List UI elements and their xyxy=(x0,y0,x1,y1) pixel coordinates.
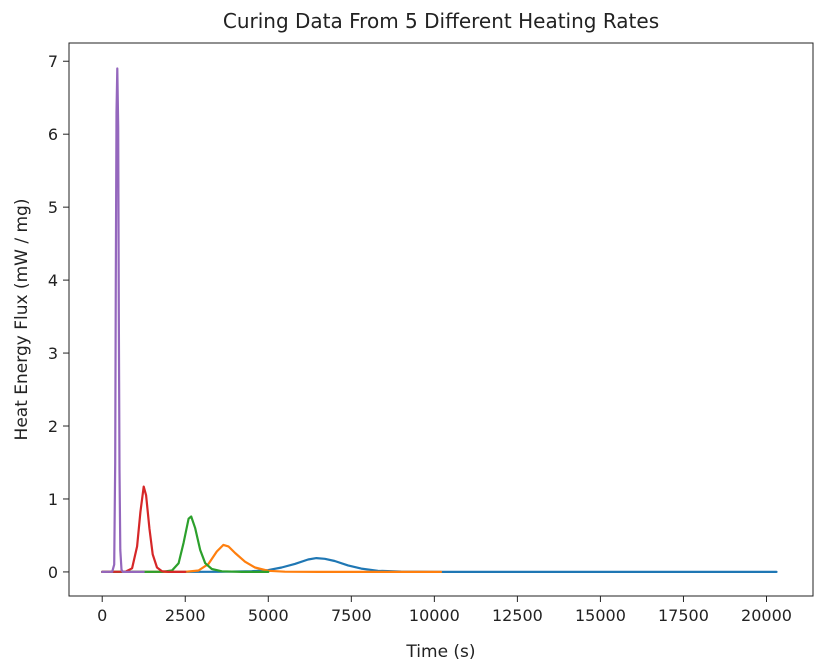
y-tick-label: 7 xyxy=(48,52,58,71)
series-layer xyxy=(101,67,778,573)
y-tick-label: 1 xyxy=(48,490,58,509)
y-tick-label: 3 xyxy=(48,344,58,363)
series-line-4 xyxy=(101,485,187,573)
series-line-3 xyxy=(101,515,270,573)
x-tick-label: 10000 xyxy=(409,606,460,625)
x-tick-label: 17500 xyxy=(658,606,709,625)
plot-frame xyxy=(68,42,814,597)
x-tick-label: 2500 xyxy=(165,606,206,625)
series-line-5 xyxy=(101,67,145,573)
x-axis-label: Time (s) xyxy=(405,642,475,662)
y-tick-label: 6 xyxy=(48,125,58,144)
x-tick-label: 15000 xyxy=(575,606,626,625)
y-axis-label: Heat Energy Flux (mW / mg) xyxy=(12,199,32,441)
x-tick-label: 7500 xyxy=(331,606,372,625)
x-ticks: 0 2500 5000 7500 10000 12500 15000 17500 20000 xyxy=(97,596,792,625)
y-tick-label: 5 xyxy=(48,198,58,217)
chart-title: Curing Data From 5 Different Heating Rat… xyxy=(223,9,659,33)
y-tick-label: 2 xyxy=(48,417,58,436)
y-tick-label: 4 xyxy=(48,271,58,290)
x-tick-label: 0 xyxy=(97,606,107,625)
x-tick-label: 5000 xyxy=(248,606,289,625)
x-tick-label: 12500 xyxy=(492,606,543,625)
series-line-2 xyxy=(101,543,443,573)
x-tick-label: 20000 xyxy=(741,606,792,625)
y-tick-label: 0 xyxy=(48,563,58,582)
y-ticks: 0 1 2 3 4 5 6 7 xyxy=(48,52,69,582)
